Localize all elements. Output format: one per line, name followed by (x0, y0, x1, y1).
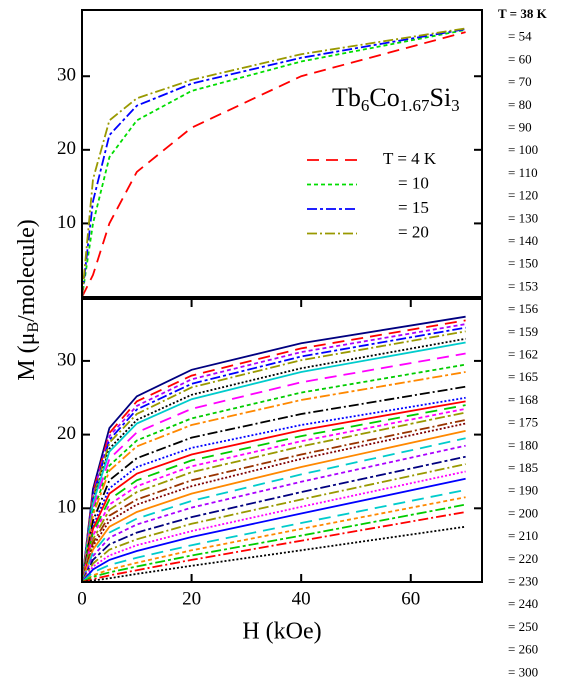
legend-label: = 100 (508, 142, 538, 157)
x-tick-label: 60 (401, 588, 420, 609)
series-line (81, 315, 466, 583)
legend-label: = 10 (398, 173, 429, 192)
series-line (81, 437, 466, 583)
y-tick-label: 30 (57, 349, 76, 370)
legend-label: = 260 (508, 642, 538, 657)
series-line (81, 371, 466, 583)
series-line (81, 29, 466, 298)
plot-frame (81, 9, 483, 298)
y-tick-label: 10 (57, 497, 76, 518)
legend-label: = 110 (508, 165, 538, 180)
legend-label: = 60 (508, 51, 532, 66)
series-line (81, 326, 466, 583)
legend-label: = 250 (508, 619, 538, 634)
legend-label: = 180 (508, 437, 538, 452)
legend-label: = 15 (398, 198, 429, 217)
legend-label: = 153 (508, 278, 538, 293)
y-tick-label: 30 (57, 65, 76, 86)
series-line (81, 407, 466, 583)
compound-label: Tb6Co1.67Si3 (332, 83, 460, 115)
legend-label: = 150 (508, 256, 538, 271)
legend-label: = 190 (508, 483, 538, 498)
legend-label: = 156 (508, 301, 539, 316)
series-line (81, 444, 466, 583)
series-line (81, 400, 466, 583)
legend-label: = 220 (508, 551, 538, 566)
series-line (81, 496, 466, 583)
y-tick-label: 10 (57, 212, 76, 233)
series-line (81, 27, 466, 298)
x-tick-label: 40 (292, 588, 311, 609)
legend-label: = 168 (508, 392, 538, 407)
series-line (81, 489, 466, 583)
series-line (81, 430, 466, 583)
x-tick-label: 0 (77, 588, 87, 609)
series-line (81, 396, 466, 583)
legend-label: = 185 (508, 460, 538, 475)
series-line (81, 385, 466, 583)
series-line (81, 511, 466, 583)
legend-label: T = 4 K (383, 149, 437, 168)
series-line (81, 330, 466, 583)
series-line (81, 28, 466, 298)
legend-label: = 210 (508, 528, 538, 543)
series-line (81, 422, 466, 583)
series-line (81, 411, 466, 583)
series-line (81, 525, 466, 583)
series-line (81, 404, 466, 583)
x-axis-label: H (kOe) (242, 619, 321, 645)
series-line (81, 419, 466, 583)
legend-label: = 240 (508, 596, 538, 611)
legend-label: = 165 (508, 369, 538, 384)
legend-label: = 120 (508, 188, 538, 203)
legend-label: = 162 (508, 346, 538, 361)
legend-label: = 300 (508, 664, 538, 679)
legend-label: T = 38 K (498, 6, 548, 21)
legend-label: = 130 (508, 210, 538, 225)
legend-label: = 230 (508, 573, 538, 588)
legend-label: = 159 (508, 324, 538, 339)
series-line (81, 463, 466, 583)
plot-frame (81, 298, 483, 583)
series-line (81, 470, 466, 583)
series-line (81, 323, 466, 583)
series-line (81, 455, 466, 583)
legend-label: = 80 (508, 97, 532, 112)
series-line (81, 352, 466, 583)
legend-label: = 20 (398, 222, 429, 241)
y-axis-label: M (μB/molecule) (14, 219, 42, 381)
legend-label: = 54 (508, 29, 532, 44)
series-line (81, 31, 466, 298)
x-tick-label: 20 (182, 588, 201, 609)
y-tick-label: 20 (57, 138, 76, 159)
series-line (81, 363, 466, 583)
y-tick-label: 20 (57, 423, 76, 444)
series-line (81, 341, 466, 583)
series-line (81, 503, 466, 583)
series-line (81, 319, 466, 583)
legend-label: = 70 (508, 74, 532, 89)
series-line (81, 477, 466, 583)
legend-label: = 90 (508, 119, 532, 134)
legend-label: = 200 (508, 505, 538, 520)
legend-label: = 175 (508, 415, 538, 430)
legend-label: = 140 (508, 233, 538, 248)
